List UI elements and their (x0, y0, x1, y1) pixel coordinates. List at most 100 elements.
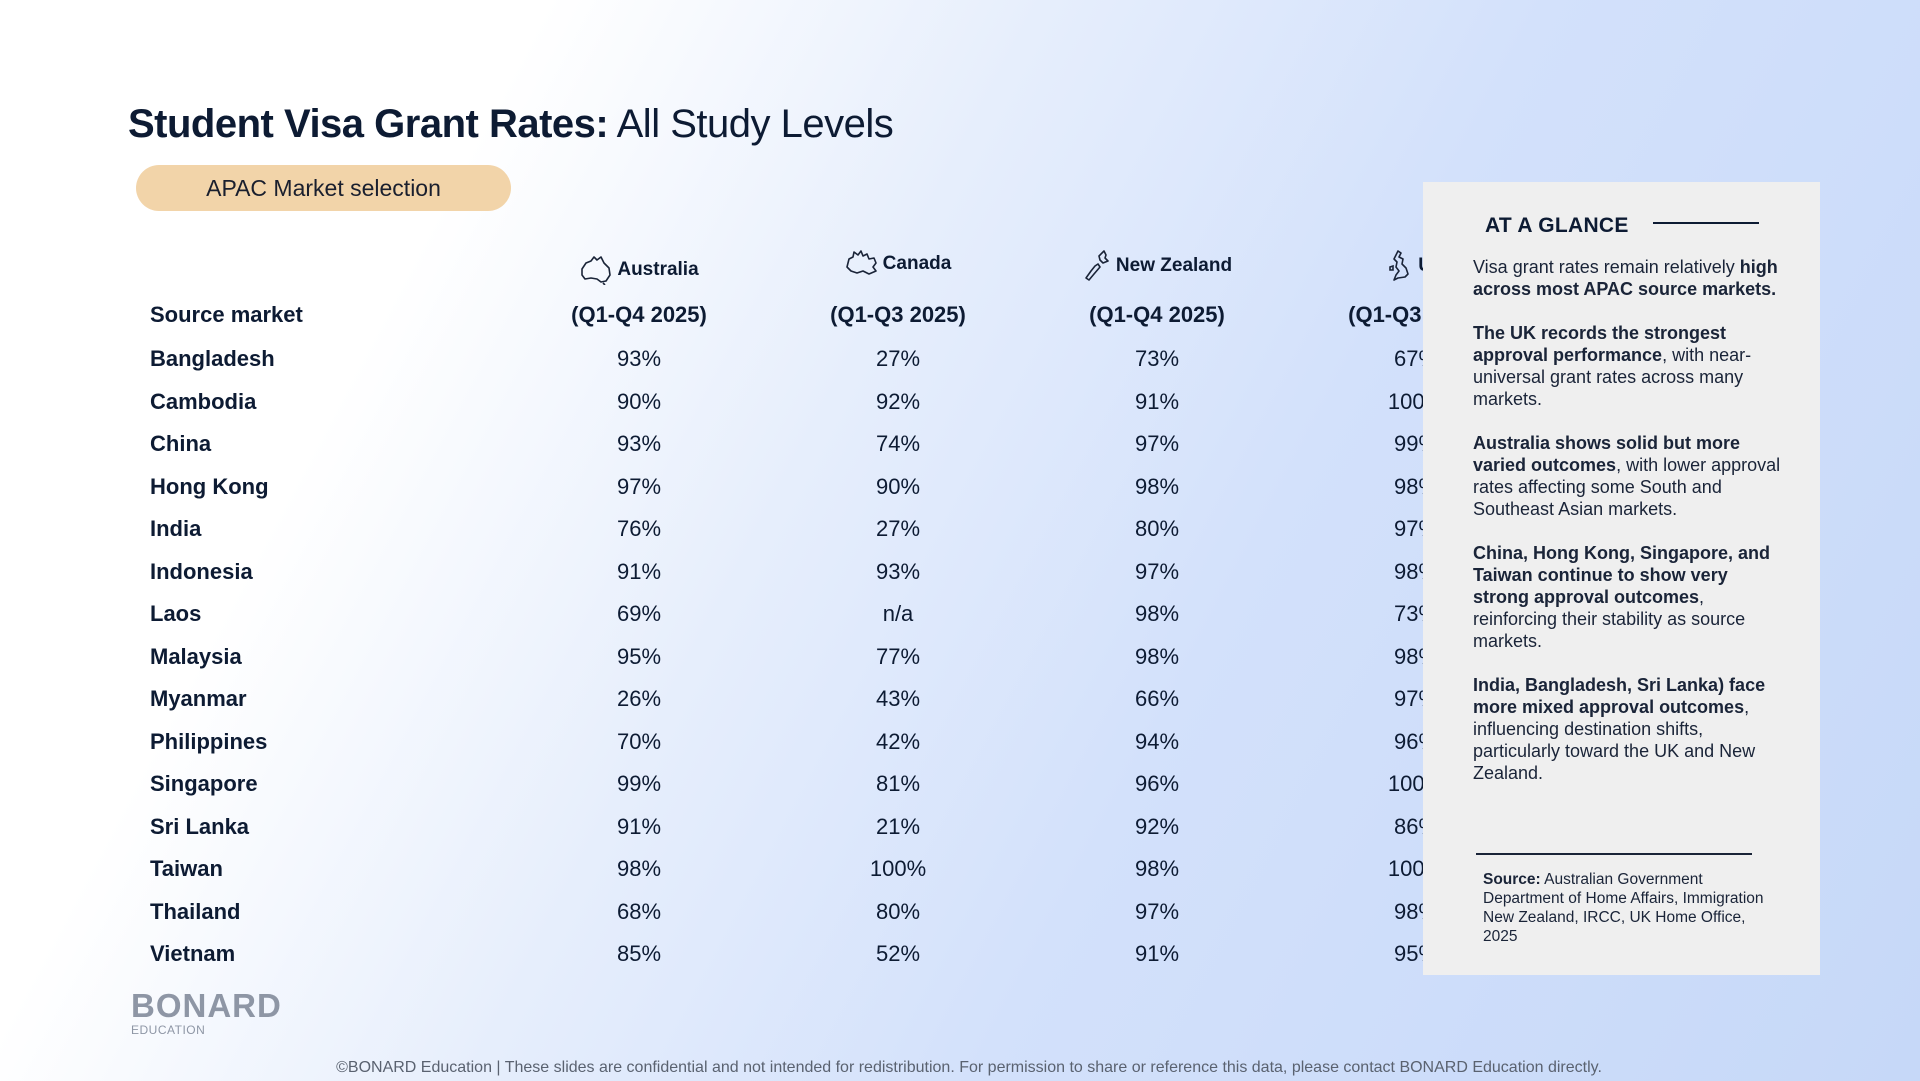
grant-rate-cell: 91% (616, 558, 662, 584)
grant-rate-cell: 98% (1134, 473, 1180, 499)
grant-rate-cell: 95% (616, 643, 662, 669)
title-bold: Student Visa Grant Rates: (128, 102, 609, 146)
grant-rate-cell: 90% (875, 473, 921, 499)
column-name: Australia (617, 259, 699, 280)
source-note: Source: Australian Government Department… (1483, 870, 1773, 946)
title-light: All Study Levels (616, 102, 894, 146)
grant-rate-cell: 97% (1134, 431, 1180, 456)
source-market-cell: Hong Kong (150, 473, 269, 499)
grant-rate-cell: 97% (1134, 898, 1180, 924)
bonard-logo: BONARD EDUCATION (131, 987, 282, 1037)
column-header-australia: Australia (489, 250, 789, 290)
glance-point-3: Australia shows solid but more varied ou… (1473, 432, 1788, 520)
grant-rate-cell: 98% (616, 856, 662, 881)
source-divider (1476, 853, 1752, 855)
glance-point-4: China, Hong Kong, Singapore, and Taiwan … (1473, 542, 1788, 652)
table-row: Taiwan 98% 100% 98% 100% (150, 850, 1444, 893)
glance-text: , reinforcing their stability as source … (1473, 587, 1746, 651)
period-new-zealand: (Q1-Q4 2025) (1089, 302, 1225, 327)
source-market-cell: Philippines (150, 728, 268, 754)
table-row: Myanmar 26% 43% 66% 97% (150, 680, 1438, 723)
glance-emphasis: The UK records the strongest approval pe… (1473, 323, 1727, 365)
glance-text: , influencing destination shifts, partic… (1473, 697, 1756, 783)
grant-rate-cell: 66% (1134, 686, 1180, 711)
grant-rate-cell: 97% (1134, 558, 1180, 584)
source-market-cell: Bangladesh (150, 346, 275, 371)
column-name: New Zealand (1115, 255, 1233, 276)
market-selection-pill: APAC Market selection (136, 165, 511, 211)
glance-emphasis: high across most APAC source markets. (1473, 257, 1778, 299)
grant-rate-cell: 77% (875, 643, 921, 669)
grant-rate-cell: 27% (875, 516, 921, 541)
table-row: Singapore 99% 81% 96% 100% (150, 765, 1444, 808)
table-row: Indonesia 91% 93% 97% 98% (150, 553, 1438, 596)
grant-rate-cell: 21% (875, 813, 921, 839)
table-row: Sri Lanka 91% 21% 92% 86% (150, 808, 1438, 851)
glance-point-5: India, Bangladesh, Sri Lanka) face more … (1473, 674, 1788, 784)
grant-rate-cell: 80% (1134, 516, 1180, 541)
source-market-cell: Thailand (150, 898, 241, 924)
glance-text: , with near-universal grant rates across… (1473, 345, 1752, 409)
grant-rate-cell: 93% (875, 558, 921, 584)
grant-rate-cell: 42% (875, 728, 921, 754)
glance-point-1: Visa grant rates remain relatively high … (1473, 256, 1788, 300)
glance-body: Visa grant rates remain relatively high … (1473, 256, 1788, 806)
logo-sub: EDUCATION (131, 1023, 206, 1037)
table-row: Malaysia 95% 77% 98% 98% (150, 638, 1438, 681)
source-market-cell: Taiwan (150, 856, 223, 881)
grant-rate-cell: 69% (616, 601, 662, 626)
source-text: Australian Government Department of Home… (1483, 871, 1764, 945)
grant-rate-cell: 80% (875, 898, 921, 924)
grant-rate-cell: n/a (882, 601, 914, 626)
grant-rate-cell: 68% (616, 898, 662, 924)
glance-emphasis: India, Bangladesh, Sri Lanka) face more … (1473, 675, 1766, 717)
source-market-cell: Singapore (150, 771, 258, 796)
heading-rule (1653, 222, 1759, 224)
grant-rate-cell: 92% (875, 388, 921, 414)
australia-map-icon (581, 256, 612, 285)
table-body: Bangladesh 93% 27% 73% 67% Cambodia 90% 92% 91% 1… (150, 340, 1444, 978)
new-zealand-map-icon (1085, 250, 1109, 281)
grant-rate-cell: 26% (616, 686, 662, 711)
period-canada: (Q1-Q3 2025) (830, 302, 966, 327)
source-market-cell: China (150, 431, 212, 456)
grant-rate-cell: 74% (875, 431, 921, 456)
confidentiality-footer: ©BONARD Education | These slides are con… (336, 1059, 1602, 1076)
logo-name: BONARD (131, 987, 282, 1024)
grant-rate-cell: 91% (1134, 941, 1180, 966)
source-market-cell: Sri Lanka (150, 813, 250, 839)
grant-rate-cell: 81% (875, 771, 921, 796)
source-market-cell: Malaysia (150, 643, 242, 669)
grant-rate-cell: 96% (1134, 771, 1180, 796)
grant-rate-cell: 70% (616, 728, 662, 754)
glance-text: , with lower approval rates affecting so… (1473, 455, 1781, 519)
grant-rate-cell: 52% (875, 941, 921, 966)
table-row: Cambodia 90% 92% 91% 100% (150, 383, 1444, 426)
glance-heading: AT A GLANCE (1485, 214, 1629, 237)
grant-rate-cell: 93% (616, 346, 662, 371)
table-row: Hong Kong 97% 90% 98% 98% (150, 468, 1438, 511)
column-header-canada: Canada (748, 244, 1048, 284)
grant-rate-cell: 93% (616, 431, 662, 456)
canada-map-icon (845, 250, 877, 275)
table-row: Laos 69% n/a 98% 73% (150, 595, 1438, 638)
grant-rate-cell: 98% (1134, 643, 1180, 669)
source-market-cell: Indonesia (150, 558, 253, 584)
period-australia: (Q1-Q4 2025) (571, 302, 707, 327)
source-market-cell: Laos (150, 601, 202, 626)
page-title: Student Visa Grant Rates: All Study Leve… (128, 102, 894, 147)
grant-rate-cell: 91% (616, 813, 662, 839)
grant-rate-cell: 27% (875, 346, 921, 371)
grant-rate-cell: 76% (616, 516, 662, 541)
glance-emphasis: Australia shows solid but more varied ou… (1473, 433, 1741, 475)
grant-rate-cell: 90% (616, 388, 662, 414)
grant-rate-cell: 94% (1134, 728, 1180, 754)
source-market-cell: India (150, 516, 202, 541)
source-market-cell: Vietnam (150, 941, 236, 966)
table-row: Vietnam 85% 52% 91% 95% (150, 935, 1438, 978)
grant-rate-cell: 98% (1134, 601, 1180, 626)
source-label: Source: (1483, 871, 1541, 888)
table-row: Bangladesh 93% 27% 73% 67% (150, 340, 1438, 383)
glance-point-2: The UK records the strongest approval pe… (1473, 322, 1788, 410)
source-market-cell: Cambodia (150, 388, 257, 414)
